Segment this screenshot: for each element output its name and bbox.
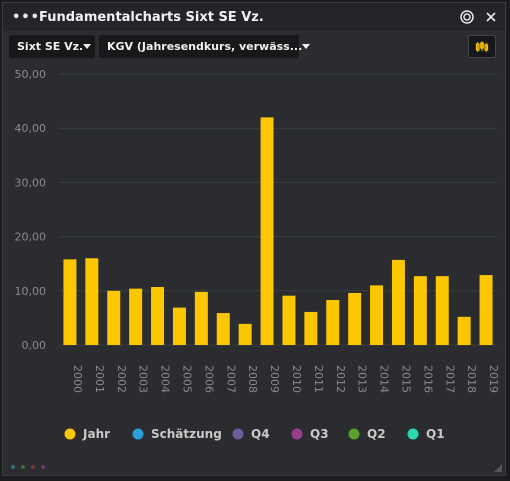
y-tick-label: 50,00 xyxy=(15,68,47,81)
legend-item[interactable]: Q1 xyxy=(407,427,445,441)
legend-marker xyxy=(132,428,144,440)
y-tick-label: 0,00 xyxy=(22,339,47,352)
pager-dots xyxy=(11,465,45,469)
metric-dropdown[interactable]: KGV (Jahresendkurs, verwäss... xyxy=(99,35,311,58)
bar[interactable] xyxy=(238,323,252,345)
legend-label: Q3 xyxy=(310,427,329,441)
x-tick-label: 2017 xyxy=(443,365,456,393)
x-tick-label: 2009 xyxy=(268,365,281,393)
x-tick-label: 2019 xyxy=(487,365,500,393)
x-tick-label: 2016 xyxy=(421,365,434,393)
bar[interactable] xyxy=(107,290,121,345)
legend-marker xyxy=(407,428,419,440)
legend-marker xyxy=(64,428,76,440)
target-icon[interactable] xyxy=(458,8,476,26)
x-tick-label: 2011 xyxy=(312,365,325,393)
bar[interactable] xyxy=(326,300,340,345)
x-tick-label: 2018 xyxy=(465,365,478,393)
bar[interactable] xyxy=(370,285,384,345)
x-tick-label: 2003 xyxy=(137,365,150,393)
bar[interactable] xyxy=(348,292,362,345)
chart-settings-icon xyxy=(475,41,489,52)
x-tick-label: 2005 xyxy=(180,365,193,393)
bar[interactable] xyxy=(216,313,230,345)
bar[interactable] xyxy=(172,307,186,345)
x-tick-label: 2004 xyxy=(159,365,172,393)
legend-label: Q2 xyxy=(367,427,386,441)
bar[interactable] xyxy=(63,259,77,345)
legend-item[interactable]: Q4 xyxy=(232,427,270,441)
y-tick-label: 10,00 xyxy=(15,285,47,298)
window-title: Fundamentalcharts Sixt SE Vz. xyxy=(39,10,264,25)
more-dots-icon[interactable]: ••• xyxy=(12,10,40,25)
bar[interactable] xyxy=(194,291,208,345)
caret-down-icon xyxy=(83,44,92,49)
bar[interactable] xyxy=(435,276,449,345)
y-tick-label: 20,00 xyxy=(15,231,47,244)
x-tick-label: 2008 xyxy=(246,365,259,393)
bar[interactable] xyxy=(151,287,165,345)
legend-label: Q4 xyxy=(251,427,270,441)
bar[interactable] xyxy=(260,117,274,345)
legend-item[interactable]: Q3 xyxy=(291,427,329,441)
instrument-dropdown[interactable]: Sixt SE Vz. xyxy=(9,35,95,58)
legend-label: Q1 xyxy=(426,427,445,441)
legend-label: Jahr xyxy=(82,427,110,441)
pager-dot[interactable] xyxy=(21,465,25,469)
x-tick-label: 2002 xyxy=(115,365,128,393)
legend-marker xyxy=(291,428,303,440)
x-tick-label: 2007 xyxy=(224,365,237,393)
x-tick-label: 2015 xyxy=(399,365,412,393)
metric-dropdown-label: KGV (Jahresendkurs, verwäss... xyxy=(107,40,303,53)
x-tick-label: 2013 xyxy=(356,365,369,393)
x-tick-label: 2010 xyxy=(290,365,303,393)
toolbar: Sixt SE Vz. KGV (Jahresendkurs, verwäss.… xyxy=(3,31,505,65)
x-tick-label: 2012 xyxy=(334,365,347,393)
pager-dot[interactable] xyxy=(41,465,45,469)
legend-marker xyxy=(232,428,244,440)
legend-item[interactable]: Schätzung xyxy=(132,427,222,441)
x-tick-label: 2014 xyxy=(378,365,391,393)
y-tick-label: 30,00 xyxy=(15,176,47,189)
y-tick-label: 40,00 xyxy=(15,122,47,135)
x-tick-label: 2006 xyxy=(202,365,215,393)
instrument-dropdown-label: Sixt SE Vz. xyxy=(17,40,84,53)
pager-dot[interactable] xyxy=(11,465,15,469)
title-bar[interactable]: ••• Fundamentalcharts Sixt SE Vz. xyxy=(3,3,505,31)
legend-marker xyxy=(348,428,360,440)
resize-handle[interactable] xyxy=(494,464,502,472)
chart-settings-button[interactable] xyxy=(468,35,496,58)
bar-chart: 2000 2001 2002 2003 2004 2005 2006 2007 2008 2009… xyxy=(15,68,501,441)
x-tick-label: 2001 xyxy=(93,365,106,393)
legend-item[interactable]: Q2 xyxy=(348,427,386,441)
close-icon[interactable] xyxy=(482,8,500,26)
bar[interactable] xyxy=(391,259,405,345)
pager-dot[interactable] xyxy=(31,465,35,469)
bar[interactable] xyxy=(304,311,318,345)
bar[interactable] xyxy=(457,316,471,345)
bar[interactable] xyxy=(479,275,493,345)
legend-label: Schätzung xyxy=(151,427,222,441)
caret-down-icon xyxy=(302,44,311,49)
chart-window: ••• Fundamentalcharts Sixt SE Vz. Sixt S… xyxy=(2,2,506,476)
bar[interactable] xyxy=(282,295,296,345)
legend-item[interactable]: Jahr xyxy=(64,427,111,441)
bar[interactable] xyxy=(85,258,99,345)
bar[interactable] xyxy=(129,288,143,345)
x-tick-label: 2000 xyxy=(71,365,84,393)
bar[interactable] xyxy=(413,276,427,345)
